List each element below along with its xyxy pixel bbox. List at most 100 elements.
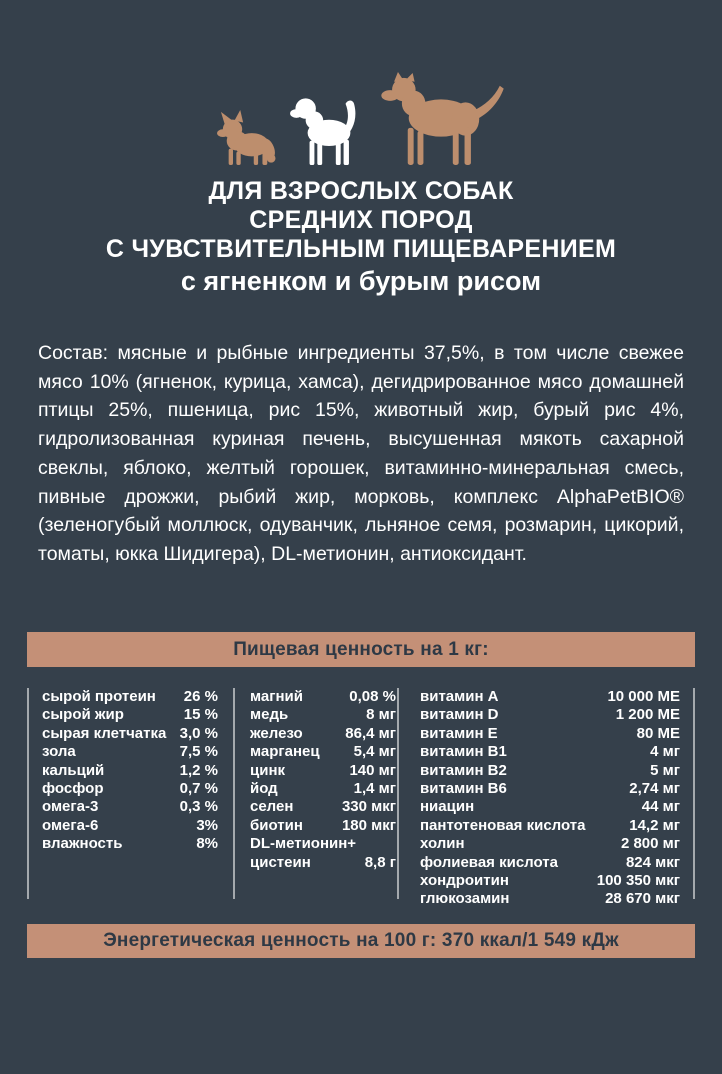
nutrient-value: 140 мг [349,761,396,779]
nutrient-label: биотин [250,816,303,834]
table-row: ниацин 44 мг [420,798,680,816]
table-row: влажность 8% [42,835,218,853]
table-row: сырой протеин 26 % [42,688,218,706]
nutrient-label: витамин B6 [420,779,507,797]
table-row: кальций 1,2 % [42,762,218,780]
nutrient-label: витамин E [420,724,498,742]
nutrient-value: 1,4 мг [353,779,396,797]
nutrient-value: 180 мкг [341,816,396,834]
table-divider-mid1 [233,688,235,899]
nutrient-label: холин [420,835,465,853]
title-line-2: СРЕДНИХ ПОРОД [249,206,473,234]
composition-text: Состав: мясные и рыбные ингредиенты 37,5… [38,342,684,565]
nutrient-value: 8 мг [366,706,396,724]
nutrient-value: 44 мг [641,798,680,816]
nutrient-label: омега-3 [42,798,99,816]
nutrient-label: фолиевая кислота [420,853,558,871]
table-row: DL-метионин+ [250,835,396,853]
nutrient-value: 10 000 МЕ [607,688,680,705]
nutrient-label: омега-6 [42,816,99,834]
nutrient-value: 86,4 мг [345,724,396,742]
nutrient-value: 8% [196,835,218,853]
nutrient-value: 4 мг [650,743,680,761]
nutrient-value: 100 350 мкг [596,871,680,889]
table-row: глюкозамин 28 670 мкг [420,890,680,908]
large-dog-icon [381,72,504,166]
table-row: сырой жир 15 % [42,706,218,724]
table-row: медь 8 мг [250,706,396,724]
nutrient-label: зола [42,743,76,761]
table-row: цинк 140 мг [250,762,396,780]
nutrient-value: 80 МЕ [636,724,680,742]
table-row: витамин D 1 200 МЕ [420,706,680,724]
table-row: магний 0,08 % [250,688,396,706]
flavor-subtitle: с ягненком и бурым рисом [180,266,542,296]
nutrient-value: 0,7 % [179,779,218,797]
nutrient-label: йод [250,779,278,797]
nutrient-value: 26 % [183,688,218,705]
nutrient-label: глюкозамин [420,890,510,908]
nutrient-label: влажность [42,835,123,853]
nutrient-label: витамин D [420,706,499,724]
nutrient-label: селен [250,798,294,816]
nutrient-value: 0,08 % [349,688,396,705]
nutrient-label: железо [250,724,303,742]
table-row: марганец 5,4 мг [250,743,396,761]
medium-dog-icon [290,98,356,166]
nutrition-column-3: витамин A 10 000 МЕ витамин D 1 200 МЕ вит… [420,688,680,909]
nutrient-value: 1 200 МЕ [615,706,680,724]
product-title: ДЛЯ ВЗРОСЛЫХ СОБАК СРЕДНИХ ПОРОД С ЧУВСТ… [0,177,722,264]
nutrient-label: сырой протеин [42,688,156,705]
nutrition-table: сырой протеин 26 % сырой жир 15 % сырая кл… [27,667,695,924]
nutrient-value: 14,2 мг [629,816,680,834]
nutrient-value: 5 мг [650,761,680,779]
table-row: фолиевая кислота 824 мкг [420,854,680,872]
nutrient-label: витамин B2 [420,761,507,779]
nutrient-value: 1,2 % [179,761,218,779]
table-row: селен 330 мкг [250,798,396,816]
nutrient-value: 330 мкг [341,798,396,816]
title-line-3: С ЧУВСТВИТЕЛЬНЫМ ПИЩЕВАРЕНИЕМ [105,235,617,263]
table-divider-mid2 [397,688,399,899]
nutrient-value: 2 800 мг [620,835,680,853]
nutrient-value: 3% [196,816,218,834]
nutrient-label: пантотеновая кислота [420,816,586,834]
table-row: витамин B2 5 мг [420,762,680,780]
small-dog-icon [217,110,276,166]
nutrition-column-2: магний 0,08 % медь 8 мг железо 86,4 мг марг… [250,688,396,872]
energy-text: Энергетическая ценность на 100 г: 370 кк… [103,930,619,951]
nutrient-value: 0,3 % [179,798,218,816]
table-row: витамин E 80 МЕ [420,725,680,743]
table-row: витамин B1 4 мг [420,743,680,761]
dog-size-icons [0,66,722,166]
nutrient-label: сырая клетчатка [42,724,167,742]
nutrient-label: марганец [250,743,320,761]
table-divider-left [27,688,29,899]
table-row: сырая клетчатка 3,0 % [42,725,218,743]
nutrient-label: медь [250,706,289,724]
nutrient-label: витамин A [420,688,499,705]
nutrient-value: 7,5 % [179,743,218,761]
nutrient-label: кальций [42,761,105,779]
nutrient-label: хондроитин [420,871,509,889]
table-row: биотин 180 мкг [250,817,396,835]
nutrient-value: 28 670 мкг [605,890,680,908]
nutrient-label: цистеин [250,853,311,871]
nutrient-value: 8,8 г [364,853,396,871]
table-row: омега-3 0,3 % [42,798,218,816]
energy-banner: Энергетическая ценность на 100 г: 370 кк… [27,924,695,958]
table-row: пантотеновая кислота 14,2 мг [420,817,680,835]
table-row: витамин B6 2,74 мг [420,780,680,798]
table-row: йод 1,4 мг [250,780,396,798]
title-line-1: ДЛЯ ВЗРОСЛЫХ СОБАК [208,177,514,205]
table-row: зола 7,5 % [42,743,218,761]
table-row: фосфор 0,7 % [42,780,218,798]
table-row: холин 2 800 мг [420,835,680,853]
nutrient-label: фосфор [42,779,104,797]
table-divider-right [693,688,695,899]
nutrient-value: 2,74 мг [629,779,680,797]
table-row: хондроитин 100 350 мкг [420,872,680,890]
nutrient-value: 15 % [183,706,218,724]
nutrition-header-text: Пищевая ценность на 1 кг: [233,638,489,660]
